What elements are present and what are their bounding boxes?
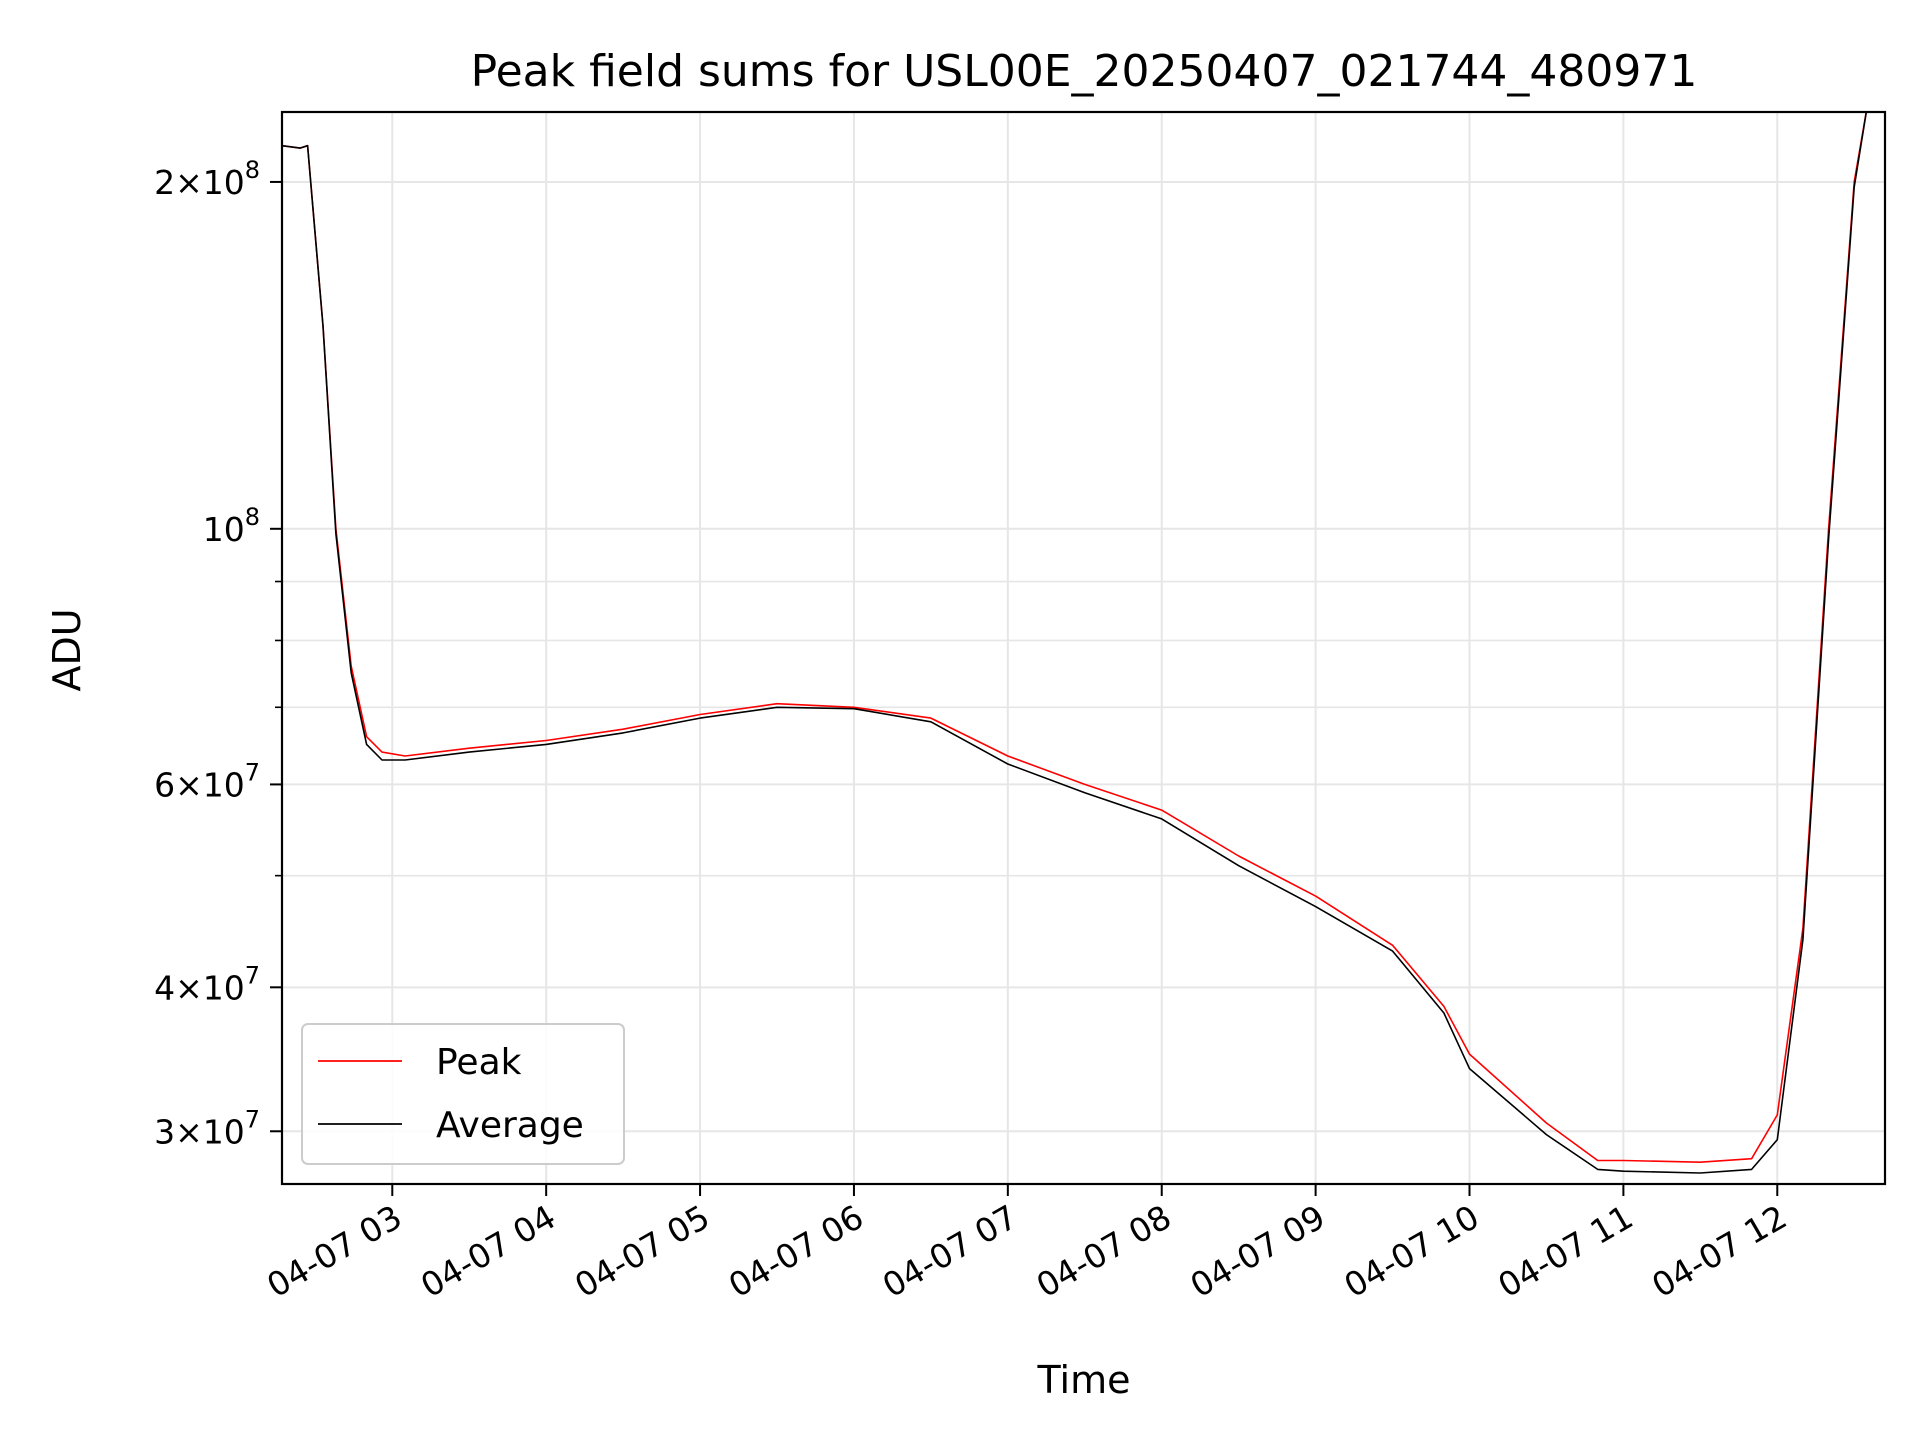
legend: Peak Average	[301, 1023, 625, 1165]
y-tick-mantissa: 4×10	[154, 968, 245, 1007]
y-tick-mantissa: 3×10	[154, 1112, 245, 1151]
legend-label-average: Average	[436, 1105, 584, 1146]
legend-label-peak: Peak	[436, 1042, 522, 1083]
legend-box	[301, 1023, 625, 1165]
plot-lines	[282, 112, 1868, 1174]
y-tick-mantissa: 6×10	[154, 765, 245, 804]
y-tick-label: 2×108	[154, 156, 260, 202]
y-tick-label: 3×107	[154, 1105, 260, 1151]
grid	[282, 112, 1885, 1184]
y-tick-label: 108	[203, 503, 260, 549]
y-tick-exponent: 7	[245, 961, 260, 989]
chart-title: Peak field sums for USL00E_20250407_0217…	[471, 46, 1698, 97]
x-axis-label: Time	[1037, 1358, 1131, 1402]
y-tick-exponent: 8	[245, 503, 260, 531]
y-tick-exponent: 8	[245, 156, 260, 184]
y-tick-exponent: 7	[245, 758, 260, 786]
y-tick-label: 6×107	[154, 758, 260, 804]
plot-area-frame	[280, 110, 1887, 1186]
y-axis-label: ADU	[45, 608, 89, 691]
series-line-average	[282, 112, 1868, 1174]
y-tick-mantissa: 2×10	[154, 163, 245, 202]
series-line-peak	[282, 112, 1868, 1163]
y-tick-mantissa: 10	[203, 510, 245, 549]
y-tick-label: 4×107	[154, 961, 260, 1007]
y-tick-exponent: 7	[245, 1105, 260, 1133]
